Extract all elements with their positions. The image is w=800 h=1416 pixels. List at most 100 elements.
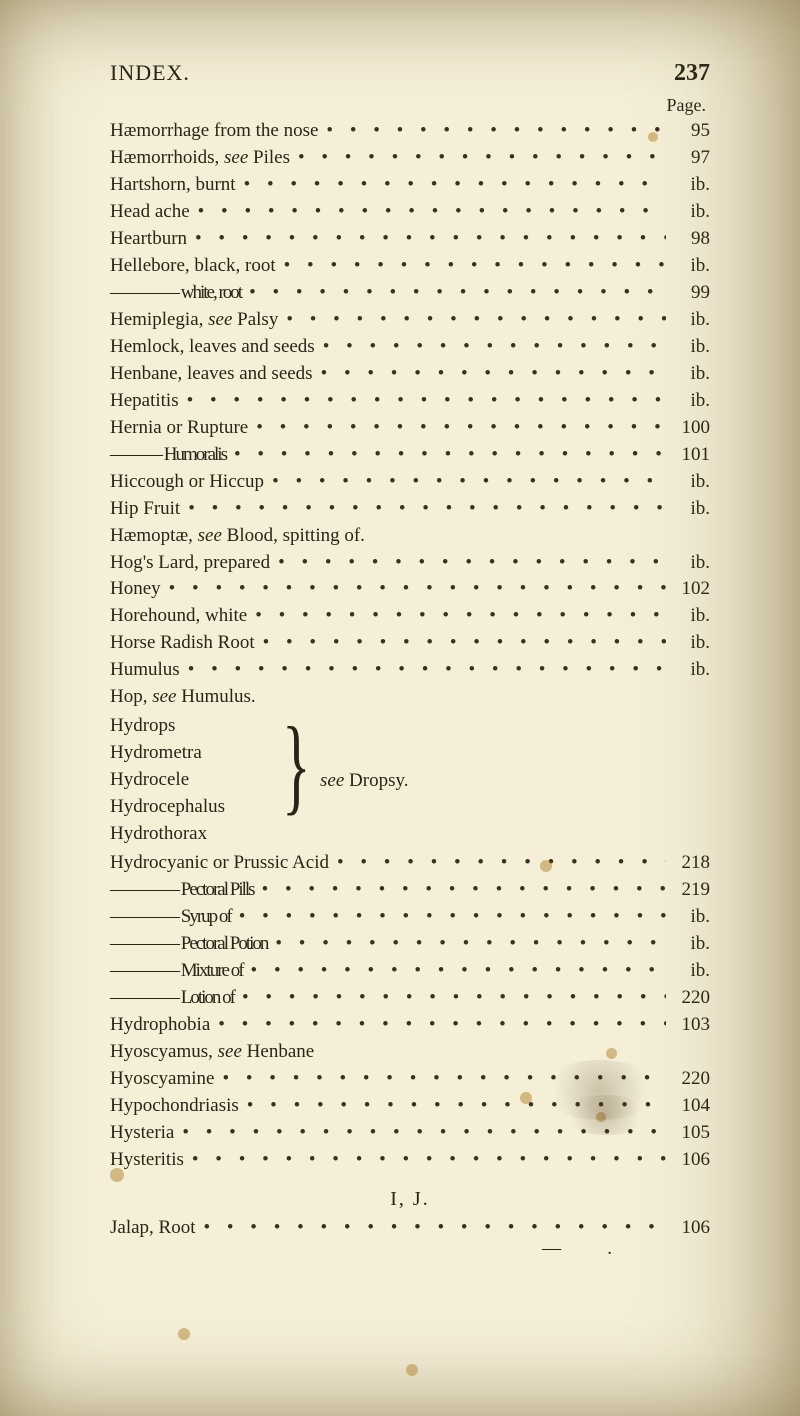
entry-page-ref: ib. xyxy=(666,199,710,226)
brace-group: } see Dropsy. HydropsHydrometraHydrocele… xyxy=(110,713,710,848)
brace-item-label: Hydrops xyxy=(110,713,175,740)
entry-label: ———— Pectoral Pills xyxy=(110,877,254,904)
leader-dots xyxy=(226,442,666,469)
entry-page-ref: 103 xyxy=(666,1012,710,1039)
entry-page-ref: 104 xyxy=(666,1093,710,1120)
entry-page-ref: 99 xyxy=(666,280,710,307)
leader-dots xyxy=(179,388,666,415)
leader-dots xyxy=(243,958,666,985)
index-entry: Horse Radish Root ib. xyxy=(110,630,710,657)
index-entry: ———— Lotion of 220 xyxy=(110,985,710,1012)
leader-dots xyxy=(329,850,666,877)
entry-page-ref: 219 xyxy=(666,877,710,904)
leader-dots xyxy=(187,226,666,253)
leader-dots xyxy=(267,931,666,958)
entry-label: Hartshorn, burnt xyxy=(110,172,236,199)
index-entry: Hydrocyanic or Prussic Acid218 xyxy=(110,850,710,877)
running-head: INDEX. xyxy=(110,60,190,86)
foxing-spot xyxy=(606,1048,617,1059)
entry-label: Hiccough or Hiccup xyxy=(110,469,264,496)
foxing-spot xyxy=(406,1364,418,1376)
entry-label: Hip Fruit xyxy=(110,496,180,523)
foxing-spot xyxy=(178,1328,190,1340)
entry-label: Hemiplegia, see Palsy xyxy=(110,307,278,334)
entry-label: Hysteria xyxy=(110,1120,174,1147)
leader-dots xyxy=(290,145,666,172)
entry-page-ref: ib. xyxy=(666,630,710,657)
entry-label: Hop, see Humulus. xyxy=(110,684,256,711)
index-entry: Hartshorn, burntib. xyxy=(110,172,710,199)
leader-dots xyxy=(241,280,666,307)
brace-item: Hydrometra xyxy=(110,740,710,767)
entry-label: Hæmorrhoids, see Piles xyxy=(110,145,290,172)
leader-dots xyxy=(214,1066,666,1093)
brace-item-label: Hydrocephalus xyxy=(110,794,225,821)
entry-page-ref: ib. xyxy=(666,496,710,523)
brace-item: Hydrothorax xyxy=(110,821,710,848)
index-entry: Humulusib. xyxy=(110,657,710,684)
entry-page-ref: ib. xyxy=(666,603,710,630)
index-entry: Hepatitisib. xyxy=(110,388,710,415)
index-entry: Henbane, leaves and seedsib. xyxy=(110,361,710,388)
entry-page-ref: ib. xyxy=(666,469,710,496)
entry-page-ref: 105 xyxy=(666,1120,710,1147)
index-entry: Hellebore, black, root ib. xyxy=(110,253,710,280)
index-entry: Hypochondriasis104 xyxy=(110,1093,710,1120)
index-entries-block-2: Hydrocyanic or Prussic Acid218———— Pecto… xyxy=(110,850,710,1174)
entry-page-ref: 100 xyxy=(666,415,710,442)
entry-page-ref: ib. xyxy=(666,253,710,280)
index-entry: Hæmorrhoids, see Piles 97 xyxy=(110,145,710,172)
index-entry: Hysteritis106 xyxy=(110,1147,710,1174)
index-entry: Hip Fruit ib. xyxy=(110,496,710,523)
leader-dots xyxy=(278,307,666,334)
entry-page-ref: ib. xyxy=(666,307,710,334)
entry-page-ref: ib. xyxy=(666,958,710,985)
index-entry: Jalap, Root106 xyxy=(110,1215,710,1242)
entry-label: Hepatitis xyxy=(110,388,179,415)
entry-page-ref: ib. xyxy=(666,361,710,388)
index-entry: Heartburn 98 xyxy=(110,226,710,253)
leader-dots xyxy=(248,415,666,442)
leader-dots xyxy=(190,199,666,226)
leader-dots xyxy=(255,630,666,657)
entry-page-ref: 98 xyxy=(666,226,710,253)
index-entry: Head acheib. xyxy=(110,199,710,226)
entry-label: Hæmoptæ, see Blood, spitting of. xyxy=(110,523,365,550)
index-entry: Hemiplegia, see Palsy ib. xyxy=(110,307,710,334)
entry-label: ——— Humoralis xyxy=(110,442,226,469)
foxing-spot xyxy=(648,132,658,142)
entry-page-ref: 220 xyxy=(666,985,710,1012)
brace-annotation: see Dropsy. xyxy=(320,770,408,792)
foxing-spot xyxy=(520,1092,532,1104)
entry-label: ———— Lotion of xyxy=(110,985,234,1012)
brace-item: Hydrops xyxy=(110,713,710,740)
index-entry: ———— Pectoral Pills 219 xyxy=(110,877,710,904)
entry-page-ref: 97 xyxy=(666,145,710,172)
leader-dots xyxy=(313,361,666,388)
brace-item: Hydrocephalus xyxy=(110,794,710,821)
leader-dots xyxy=(180,657,666,684)
index-entry: ———— white, root99 xyxy=(110,280,710,307)
entry-label: ———— Pectoral Potion xyxy=(110,931,267,958)
entry-label: Hydrophobia xyxy=(110,1012,210,1039)
page-column-label: Page. xyxy=(110,95,710,116)
entry-label: Hyoscyamus, see Henbane xyxy=(110,1039,314,1066)
leader-dots xyxy=(231,904,666,931)
index-entry: ———— Syrup ofib. xyxy=(110,904,710,931)
index-entry: Hyoscyamine220 xyxy=(110,1066,710,1093)
leader-dots xyxy=(180,496,666,523)
index-entry: Hemlock, leaves and seedsib. xyxy=(110,334,710,361)
index-entry: Hæmoptæ, see Blood, spitting of. xyxy=(110,523,710,550)
brace-item-label: Hydrothorax xyxy=(110,821,207,848)
leader-dots xyxy=(174,1120,666,1147)
entry-label: Heartburn xyxy=(110,226,187,253)
leader-dots xyxy=(234,985,666,1012)
entry-page-ref: 106 xyxy=(666,1215,710,1242)
entry-label: Hellebore, black, root xyxy=(110,253,276,280)
leader-dots xyxy=(315,334,666,361)
leader-dots xyxy=(161,576,666,603)
brace-item-label: Hydrocele xyxy=(110,767,189,794)
index-entry: Hyoscyamus, see Henbane xyxy=(110,1039,710,1066)
entry-label: Horse Radish Root xyxy=(110,630,255,657)
entry-page-ref: 102 xyxy=(666,576,710,603)
